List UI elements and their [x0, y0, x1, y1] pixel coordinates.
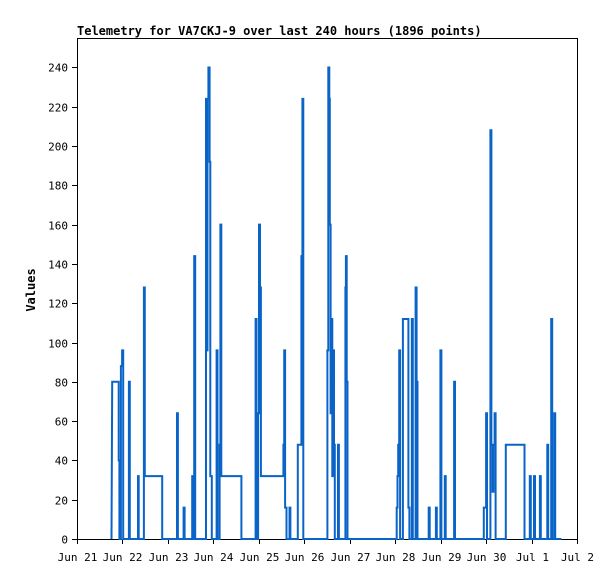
- x-tick-label: Jun 29: [422, 551, 462, 564]
- y-tick-label: 200: [48, 141, 68, 154]
- x-tick-label: Jun 27: [331, 551, 371, 564]
- x-tick-label: Jun 23: [149, 551, 189, 564]
- y-tick-label: 20: [55, 495, 68, 508]
- y-tick-label: 60: [55, 416, 68, 429]
- x-tick-label: Jun 25: [240, 551, 280, 564]
- x-tick-label: Jun 24: [194, 551, 234, 564]
- y-tick-label: 40: [55, 455, 68, 468]
- y-tick-label: 120: [48, 298, 68, 311]
- y-axis: 0 20 40 60 80 100 120 140 160 180 200 220 240: [48, 62, 77, 547]
- y-tick-label: 100: [48, 338, 68, 351]
- y-tick-label: 240: [48, 62, 68, 75]
- y-tick-label: 160: [48, 220, 68, 233]
- series-line: [110, 66, 562, 540]
- x-tick-label: Jul 2: [561, 551, 594, 564]
- x-tick-label: Jun 28: [376, 551, 416, 564]
- y-tick-label: 220: [48, 102, 68, 115]
- y-tick-label: 140: [48, 259, 68, 272]
- y-tick-label: 0: [61, 534, 68, 547]
- x-axis: Jun 21 Jun 22 Jun 23 Jun 24 Jun 25 Jun 26 Jun …: [58, 539, 594, 564]
- chart-title: Telemetry for VA7CKJ-9 over last 240 hou…: [77, 24, 482, 38]
- telemetry-series: [110, 66, 562, 540]
- x-tick-label: Jun 30: [467, 551, 507, 564]
- y-axis-label: Values: [24, 268, 38, 311]
- y-tick-label: 180: [48, 180, 68, 193]
- x-tick-label: Jun 21: [58, 551, 98, 564]
- y-tick-label: 80: [55, 377, 68, 390]
- x-tick-label: Jul 1: [516, 551, 549, 564]
- x-tick-label: Jun 22: [103, 551, 143, 564]
- x-tick-label: Jun 26: [285, 551, 325, 564]
